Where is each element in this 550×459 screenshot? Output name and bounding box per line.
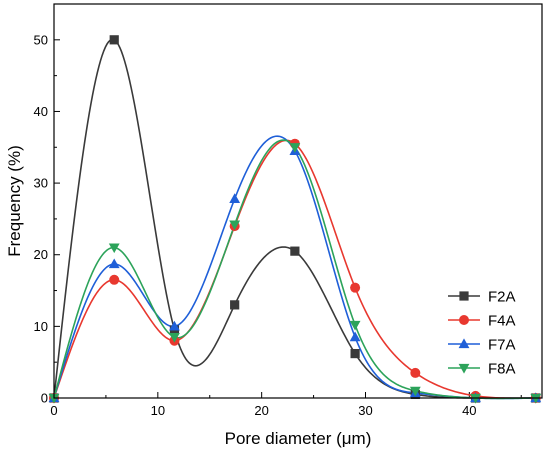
y-tick-label: 50 — [34, 32, 48, 47]
triangle-up-marker — [458, 338, 470, 349]
y-tick-label: 20 — [34, 247, 48, 262]
legend-label-f2a: F2A — [488, 289, 516, 306]
x-tick-label: 0 — [50, 403, 57, 418]
x-tick-label: 30 — [358, 403, 372, 418]
triangle-down-marker — [289, 143, 301, 153]
legend-label-f4a: F4A — [488, 313, 516, 330]
circle-marker — [109, 274, 120, 285]
circle-marker — [410, 367, 421, 378]
square-marker — [459, 291, 469, 301]
triangle-up-marker — [169, 320, 180, 331]
square-marker — [290, 246, 300, 256]
square-marker — [350, 348, 360, 359]
y-tick-label: 0 — [41, 391, 48, 406]
triangle-up-marker — [349, 331, 361, 342]
tick-layer: 0 10 20 30 40 0 10 20 30 40 50 — [34, 32, 522, 418]
plot-frame — [53, 3, 543, 399]
triangle-down-marker — [409, 386, 421, 397]
series-line-f4a — [53, 139, 536, 400]
circle-marker — [350, 282, 361, 293]
x-tick-label: 40 — [462, 403, 476, 418]
square-marker — [109, 35, 119, 45]
triangle-down-marker — [48, 393, 60, 404]
triangle-down-marker — [470, 393, 481, 404]
series-line-f7a — [53, 135, 536, 400]
marker-layer — [48, 35, 542, 404]
circle-marker — [459, 315, 469, 325]
legend-label-f7a: F7A — [488, 337, 516, 354]
triangle-down-marker — [169, 333, 180, 343]
y-tick-label: 40 — [34, 104, 48, 119]
y-axis-title: Frequency (%) — [5, 145, 24, 256]
triangle-down-marker — [349, 320, 361, 331]
x-axis-title: Pore diameter (μm) — [225, 429, 372, 448]
x-tick-label: 20 — [254, 403, 268, 418]
y-tick-label: 10 — [34, 319, 48, 334]
legend: F2A F4A F7A F8A — [448, 289, 516, 378]
legend-label-f8a: F8A — [488, 361, 516, 378]
triangle-up-marker — [229, 193, 241, 203]
square-marker — [230, 300, 240, 310]
series-line-f8a — [53, 139, 536, 400]
triangle-up-marker — [108, 258, 120, 269]
x-tick-label: 10 — [151, 403, 165, 418]
triangle-down-marker — [530, 393, 542, 404]
y-tick-label: 30 — [34, 176, 48, 191]
triangle-down-marker — [458, 363, 470, 374]
triangle-down-marker — [108, 243, 120, 254]
triangle-down-marker — [229, 220, 241, 231]
